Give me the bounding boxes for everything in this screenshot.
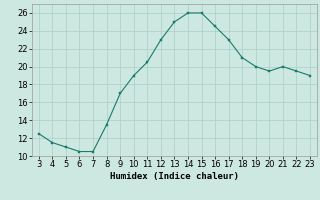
X-axis label: Humidex (Indice chaleur): Humidex (Indice chaleur) xyxy=(110,172,239,181)
